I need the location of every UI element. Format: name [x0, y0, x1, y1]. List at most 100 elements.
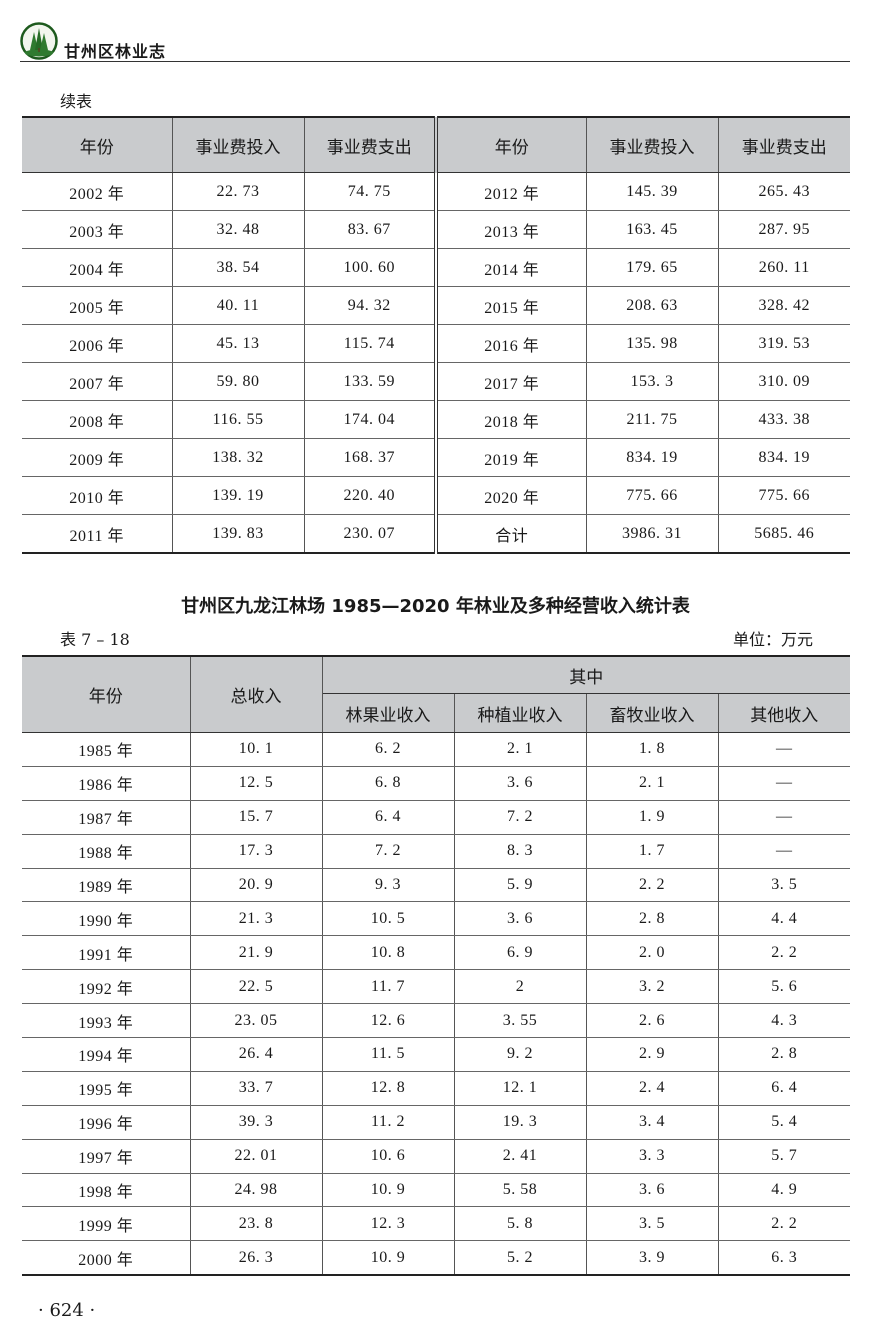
- table-cell: 5. 8: [454, 1206, 587, 1242]
- page-number: · 624 ·: [38, 1300, 96, 1321]
- expense-table-header: 年份 事业费投入 事业费支出 年份 事业费投入 事业费支出: [22, 117, 850, 173]
- table-cell: 287. 95: [718, 210, 850, 249]
- table-cell: 3. 2: [586, 969, 719, 1005]
- table-row: 2005 年 40. 11 94. 32 2015 年 208. 63 328.…: [22, 286, 850, 325]
- table-cell: 83. 67: [304, 210, 438, 249]
- table-cell: 3. 9: [586, 1240, 719, 1276]
- table-cell: 163. 45: [586, 210, 719, 249]
- table-cell: 33. 7: [190, 1071, 323, 1106]
- table-cell: 2007 年: [22, 362, 173, 401]
- table-cell: 22. 5: [190, 969, 323, 1005]
- table-cell: 775. 66: [718, 476, 850, 515]
- table-cell: 10. 6: [322, 1139, 455, 1174]
- table-row: 1985 年 10. 1 6. 2 2. 1 1. 8—: [22, 732, 850, 767]
- table-cell: 1998 年: [22, 1173, 191, 1208]
- table-cell: 2. 1: [586, 766, 719, 801]
- table-cell: 5. 4: [718, 1105, 850, 1140]
- table-cell: 3. 5: [718, 868, 850, 903]
- table-row: 1994 年 26. 4 11. 5 9. 2 2. 9 2. 8: [22, 1037, 850, 1072]
- table-row: 1989 年 20. 9 9. 3 5. 9 2. 2 3. 5: [22, 868, 850, 903]
- table-cell: 2006 年: [22, 324, 173, 363]
- table-row: 1999 年 23. 8 12. 3 5. 8 3. 5 2. 2: [22, 1206, 850, 1242]
- table-cell: 3. 4: [586, 1105, 719, 1140]
- table-cell: 6. 2: [322, 732, 455, 767]
- table-cell: 834. 19: [586, 438, 719, 477]
- table-cell: 1990 年: [22, 901, 191, 937]
- forest-logo-icon: [20, 22, 58, 60]
- table-cell: 2011 年: [22, 514, 173, 553]
- table-cell: 1989 年: [22, 868, 191, 903]
- table-cell: 230. 07: [304, 514, 438, 553]
- table-cell: 265. 43: [718, 172, 850, 211]
- table-cell: 12. 3: [322, 1206, 455, 1242]
- table-cell: 2. 1: [454, 732, 587, 767]
- table-cell: 11. 5: [322, 1037, 455, 1072]
- table-cell: 2003 年: [22, 210, 173, 249]
- table-cell: 1999 年: [22, 1206, 191, 1242]
- table-cell: 208. 63: [586, 286, 719, 325]
- table-cell: 9. 3: [322, 868, 455, 903]
- column-header: 年份: [436, 117, 587, 173]
- table-cell: 22. 73: [172, 172, 305, 211]
- table-title: 甘州区九龙江林场 1985—2020 年林业及多种经营收入统计表: [181, 596, 690, 617]
- table-cell: 2002 年: [22, 172, 173, 211]
- table-cell: 39. 3: [190, 1105, 323, 1140]
- table-cell: 2004 年: [22, 248, 173, 287]
- table-cell: 45. 13: [172, 324, 305, 363]
- table-cell: 116. 55: [172, 400, 305, 439]
- table-cell: 2018 年: [436, 400, 587, 439]
- column-header: 事业费支出: [304, 117, 438, 173]
- table-cell: 775. 66: [586, 476, 719, 515]
- table-cell: 1987 年: [22, 800, 191, 835]
- table-cell: 4. 9: [718, 1173, 850, 1208]
- table-cell: 3986. 31: [586, 514, 719, 553]
- table-row: 1992 年 22. 5 11. 7 2 3. 2 5. 6: [22, 969, 850, 1005]
- table-cell: 310. 09: [718, 362, 850, 401]
- table-cell: 2. 9: [586, 1037, 719, 1072]
- table-cell: 1996 年: [22, 1105, 191, 1140]
- table-cell: 1992 年: [22, 969, 191, 1005]
- table-cell: 6. 8: [322, 766, 455, 801]
- income-table-header-row-1: 年份 总收入 其中: [22, 656, 850, 733]
- table-cell: 260. 11: [718, 248, 850, 287]
- table-cell: 834. 19: [718, 438, 850, 477]
- table-cell: 11. 2: [322, 1105, 455, 1140]
- table-cell: 1994 年: [22, 1037, 191, 1072]
- table-cell: 20. 9: [190, 868, 323, 903]
- table-row: 2002 年 22. 73 74. 75 2012 年 145. 39 265.…: [22, 172, 850, 211]
- table-cell: 19. 3: [454, 1105, 587, 1140]
- table-cell: 23. 8: [190, 1206, 323, 1242]
- table-cell-total-label: 合计: [436, 514, 587, 553]
- table-cell: 10. 1: [190, 732, 323, 767]
- table-cell: 2014 年: [436, 248, 587, 287]
- table-cell: 2. 4: [586, 1071, 719, 1106]
- table-row: 1986 年 12. 5 6. 8 3. 6 2. 1—: [22, 766, 850, 801]
- table-cell: 1991 年: [22, 935, 191, 971]
- table-row: 1991 年 21. 9 10. 8 6. 9 2. 0 2. 2: [22, 935, 850, 971]
- table-cell: 2. 8: [718, 1037, 850, 1072]
- table-cell: —: [718, 834, 850, 869]
- table-cell: 2013 年: [436, 210, 587, 249]
- table-cell: 133. 59: [304, 362, 438, 401]
- table-cell: —: [718, 732, 850, 767]
- table-cell: 8. 3: [454, 834, 587, 869]
- table-row: 1987 年 15. 7 6. 4 7. 2 1. 9—: [22, 800, 850, 835]
- table-cell: 2. 2: [586, 868, 719, 903]
- expense-table: 年份 事业费投入 事业费支出 年份 事业费投入 事业费支出 2002 年 22.…: [22, 116, 850, 554]
- column-header: 年份: [22, 117, 173, 173]
- table-cell: 145. 39: [586, 172, 719, 211]
- table-cell: 138. 32: [172, 438, 305, 477]
- table-cell: 1. 8: [586, 732, 719, 767]
- table-row: 1995 年 33. 7 12. 8 12. 1 2. 4 6. 4: [22, 1071, 850, 1106]
- column-header-year: 年份: [22, 656, 191, 733]
- table-row: 2010 年 139. 19 220. 40 2020 年 775. 66 77…: [22, 476, 850, 515]
- table-cell: 100. 60: [304, 248, 438, 287]
- table-cell: 7. 2: [454, 800, 587, 835]
- table-cell: 22. 01: [190, 1139, 323, 1174]
- table-cell: 328. 42: [718, 286, 850, 325]
- table-cell: 168. 37: [304, 438, 438, 477]
- table-cell: 3. 6: [586, 1173, 719, 1208]
- table-row: 1990 年 21. 3 10. 5 3. 6 2. 8 4. 4: [22, 901, 850, 937]
- table-cell: —: [718, 800, 850, 835]
